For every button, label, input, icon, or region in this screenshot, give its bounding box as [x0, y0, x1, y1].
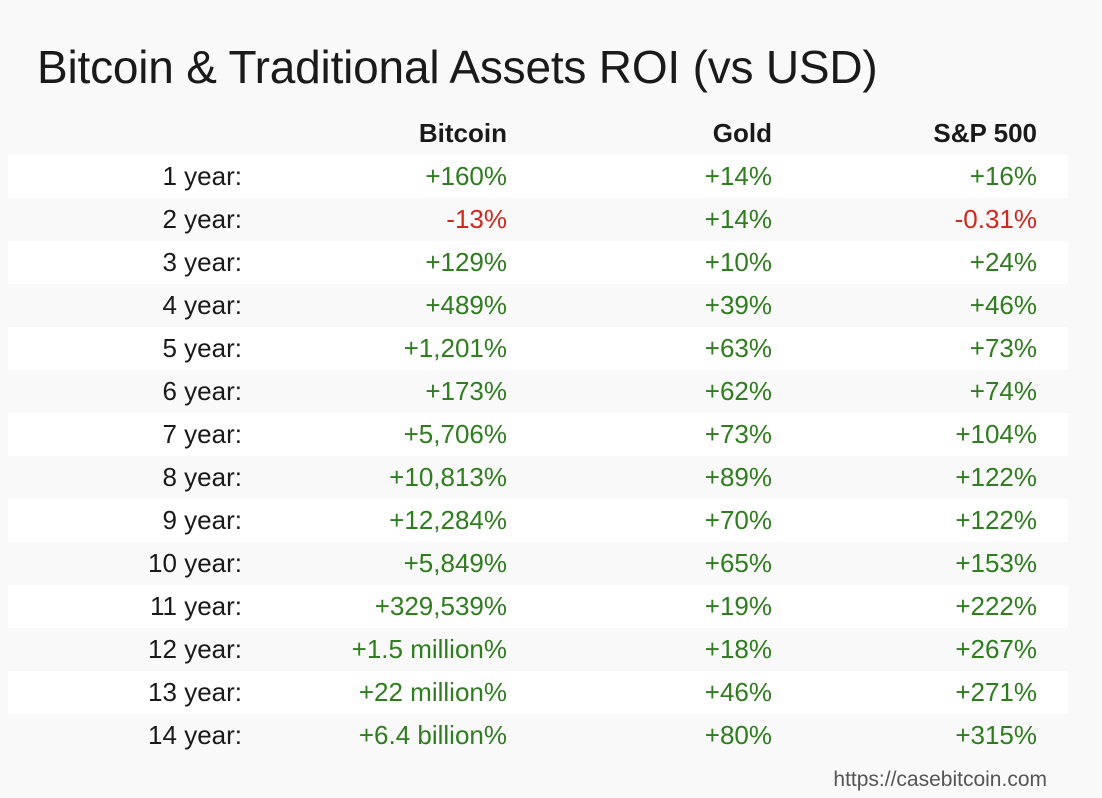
roi-value-gold: +39% [704, 290, 772, 320]
roi-value-sp500: +267% [955, 634, 1037, 664]
source-attribution: https://casebitcoin.com [833, 768, 1047, 791]
roi-value-bitcoin: +5,706% [403, 419, 507, 449]
roi-value-gold: +46% [704, 677, 772, 707]
row-label: 12 year: [148, 634, 242, 664]
roi-value-sp500: +16% [969, 161, 1037, 191]
roi-value-gold: +14% [704, 204, 772, 234]
roi-value-bitcoin: +1,201% [403, 333, 507, 363]
roi-value-bitcoin: +12,284% [389, 505, 507, 535]
row-label: 4 year: [162, 290, 243, 320]
table-body: 1 year: +160% +14% +16% 2 year: -13% +14% -0.31… [8, 155, 1068, 757]
roi-value-bitcoin: +129% [425, 247, 507, 277]
table-row: 12 year: +1.5 million% +18% +267% [8, 628, 1068, 671]
row-label: 6 year: [162, 376, 243, 406]
row-label: 13 year: [148, 677, 242, 707]
roi-value-gold: +18% [704, 634, 772, 664]
roi-value-bitcoin: +1.5 million% [351, 634, 507, 664]
roi-value-sp500: +104% [955, 419, 1037, 449]
roi-value-gold: +19% [704, 591, 772, 621]
roi-value-bitcoin: +6.4 billion% [358, 720, 507, 750]
roi-value-sp500: +222% [955, 591, 1037, 621]
table-header-row: Bitcoin Gold S&P 500 [8, 112, 1068, 155]
table-row: 7 year: +5,706% +73% +104% [8, 413, 1068, 456]
column-header-sp500: S&P 500 [933, 118, 1037, 148]
chart-title: Bitcoin & Traditional Assets ROI (vs USD… [37, 41, 878, 93]
roi-value-bitcoin: +10,813% [389, 462, 507, 492]
table-row: 4 year: +489% +39% +46% [8, 284, 1068, 327]
table-row: 13 year: +22 million% +46% +271% [8, 671, 1068, 714]
roi-value-bitcoin: +5,849% [403, 548, 507, 578]
header-empty-cell [8, 112, 242, 155]
row-label: 7 year: [162, 419, 243, 449]
row-label: 2 year: [162, 204, 243, 234]
table-row: 8 year: +10,813% +89% +122% [8, 456, 1068, 499]
roi-value-gold: +62% [704, 376, 772, 406]
roi-value-bitcoin: +489% [425, 290, 507, 320]
roi-value-gold: +70% [704, 505, 772, 535]
row-label: 8 year: [162, 462, 243, 492]
table-row: 9 year: +12,284% +70% +122% [8, 499, 1068, 542]
roi-value-sp500: +315% [955, 720, 1037, 750]
roi-value-bitcoin: +22 million% [358, 677, 507, 707]
roi-value-gold: +63% [704, 333, 772, 363]
table-row: 1 year: +160% +14% +16% [8, 155, 1068, 198]
row-label: 10 year: [148, 548, 242, 578]
table-row: 14 year: +6.4 billion% +80% +315% [8, 714, 1068, 757]
roi-table: Bitcoin Gold S&P 500 1 year: +160% +14% +16… [8, 112, 1068, 757]
table-row: 6 year: +173% +62% +74% [8, 370, 1068, 413]
table-row: 10 year: +5,849% +65% +153% [8, 542, 1068, 585]
roi-value-sp500: +46% [969, 290, 1037, 320]
roi-value-bitcoin: +173% [425, 376, 507, 406]
roi-value-gold: +89% [704, 462, 772, 492]
row-label: 1 year: [162, 161, 243, 191]
table-row: 5 year: +1,201% +63% +73% [8, 327, 1068, 370]
column-header-bitcoin: Bitcoin [418, 118, 507, 148]
table-row: 2 year: -13% +14% -0.31% [8, 198, 1068, 241]
roi-value-gold: +10% [704, 247, 772, 277]
roi-value-gold: +65% [704, 548, 772, 578]
roi-value-bitcoin: +160% [425, 161, 507, 191]
roi-value-sp500: +24% [969, 247, 1037, 277]
roi-value-gold: +73% [704, 419, 772, 449]
row-label: 14 year: [148, 720, 242, 750]
roi-value-sp500: +271% [955, 677, 1037, 707]
row-label: 3 year: [162, 247, 243, 277]
table-row: 3 year: +129% +10% +24% [8, 241, 1068, 284]
roi-value-sp500: +74% [969, 376, 1037, 406]
roi-value-gold: +80% [704, 720, 772, 750]
roi-value-sp500: +122% [955, 462, 1037, 492]
roi-value-bitcoin: +329,539% [374, 591, 507, 621]
roi-value-bitcoin: -13% [446, 204, 507, 234]
row-label: 9 year: [162, 505, 243, 535]
row-label: 5 year: [162, 333, 243, 363]
row-label: 11 year: [149, 591, 242, 621]
roi-value-sp500: +153% [955, 548, 1037, 578]
roi-value-sp500: -0.31% [954, 204, 1037, 234]
table-row: 11 year: +329,539% +19% +222% [8, 585, 1068, 628]
roi-value-sp500: +122% [955, 505, 1037, 535]
column-header-gold: Gold [712, 118, 772, 148]
roi-value-sp500: +73% [969, 333, 1037, 363]
roi-value-gold: +14% [704, 161, 772, 191]
